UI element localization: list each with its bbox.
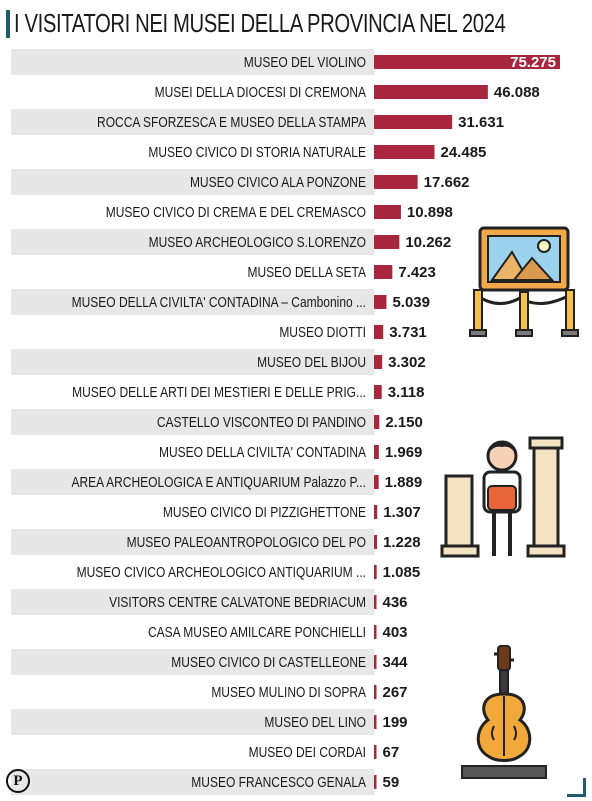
category-label: MUSEO DEL BIJOU	[257, 354, 366, 371]
bar	[374, 295, 387, 309]
bar	[374, 385, 382, 399]
row-stripe	[11, 169, 374, 195]
value-label: 3.302	[388, 354, 426, 371]
bar	[374, 205, 401, 219]
category-label: MUSEO DIOTTI	[279, 324, 366, 341]
value-label: 1.085	[383, 564, 421, 581]
category-label: ROCCA SFORZESCA E MUSEO DELLA STAMPA	[97, 114, 366, 131]
category-label: MUSEO DELLA CIVILTA' CONTADINA	[159, 444, 366, 461]
value-label: 344	[383, 654, 409, 671]
row-stripe	[11, 49, 374, 75]
category-label: MUSEO CIVICO ALA PONZONE	[190, 174, 366, 191]
row-stripe	[11, 529, 374, 555]
category-label: MUSEO DEI CORDAI	[249, 744, 366, 761]
value-label: 1.228	[383, 534, 421, 551]
category-label: MUSEO ARCHEOLOGICO S.LORENZO	[149, 234, 366, 251]
bar	[374, 415, 380, 429]
value-label: 403	[383, 624, 408, 641]
row-stripe	[11, 109, 374, 135]
category-label: MUSEO DELLA CIVILTA' CONTADINA – Camboni…	[72, 294, 366, 311]
value-label: 3.118	[388, 384, 425, 401]
bar	[374, 85, 488, 99]
bar	[374, 115, 453, 129]
corner-mark	[567, 778, 586, 797]
value-label: 75.275	[510, 54, 556, 71]
value-label: 10.262	[405, 234, 451, 251]
value-label: 5.039	[392, 294, 430, 311]
category-label: MUSEO CIVICO DI CASTELLEONE	[171, 654, 366, 671]
bar	[374, 715, 377, 729]
publisher-logo: P	[6, 769, 30, 793]
category-label: AREA ARCHEOLOGICA E ANTIQUARIUM Palazzo …	[71, 474, 366, 491]
category-label: MUSEO PALEOANTROPOLOGICO DEL PO	[127, 534, 366, 551]
category-label: MUSEO DELLE ARTI DEI MESTIERI E DELLE PR…	[72, 384, 366, 401]
framed-painting-icon	[469, 226, 579, 337]
bar	[374, 655, 377, 669]
bar	[374, 235, 400, 249]
value-label: 3.731	[389, 324, 427, 341]
row-stripe	[11, 589, 374, 615]
value-label: 67	[383, 744, 400, 761]
category-label: MUSEO MULINO DI SOPRA	[211, 684, 366, 701]
value-label: 1.307	[383, 504, 421, 521]
value-label: 31.631	[458, 114, 504, 131]
category-label: MUSEO CIVICO ARCHEOLOGICO ANTIQUARIUM ..…	[77, 564, 366, 581]
bar	[374, 265, 393, 279]
row-stripe	[11, 229, 374, 255]
violin-icon	[461, 645, 547, 779]
bar	[374, 355, 383, 369]
bar	[374, 625, 377, 639]
row-stripe	[11, 649, 374, 675]
title-accent-bar	[6, 10, 10, 38]
bar	[374, 595, 377, 609]
bar	[374, 775, 377, 789]
chart-title: I VISITATORI NEI MUSEI DELLA PROVINCIA N…	[14, 8, 506, 38]
category-label: MUSEI DELLA DIOCESI DI CREMONA	[155, 84, 366, 101]
museum-visitor-columns-icon	[440, 436, 566, 558]
value-label: 436	[383, 594, 408, 611]
value-label: 1.889	[385, 474, 423, 491]
row-stripe	[11, 709, 374, 735]
category-label: VISITORS CENTRE CALVATONE BEDRIACUM	[109, 594, 366, 611]
bar	[374, 175, 418, 189]
bar	[374, 445, 379, 459]
bar	[374, 745, 377, 759]
value-label: 1.969	[385, 444, 423, 461]
category-label: MUSEO DEL VIOLINO	[244, 54, 366, 71]
bar	[374, 475, 379, 489]
bar	[374, 505, 378, 519]
category-label: MUSEO CIVICO DI STORIA NATURALE	[148, 144, 366, 161]
bar	[374, 535, 378, 549]
value-label: 46.088	[494, 84, 540, 101]
bar	[374, 145, 435, 159]
category-label: MUSEO FRANCESCO GENALA	[191, 774, 366, 791]
category-label: CASTELLO VISCONTEO DI PANDINO	[157, 414, 366, 431]
value-label: 267	[383, 684, 408, 701]
value-label: 2.150	[385, 414, 423, 431]
value-label: 10.898	[407, 204, 453, 221]
row-stripe	[11, 469, 374, 495]
category-label: MUSEO CIVICO DI PIZZIGHETTONE	[163, 504, 366, 521]
row-stripe	[11, 409, 374, 435]
bar	[374, 55, 560, 69]
value-label: 199	[383, 714, 408, 731]
category-label: CASA MUSEO AMILCARE PONCHIELLI	[148, 624, 366, 641]
bar	[374, 325, 384, 339]
category-label: MUSEO DEL LINO	[264, 714, 366, 731]
bar	[374, 685, 377, 699]
value-label: 24.485	[441, 144, 487, 161]
value-label: 7.423	[398, 264, 436, 281]
value-label: 59	[383, 774, 400, 791]
row-stripe	[11, 289, 374, 315]
category-label: MUSEO DELLA SETA	[248, 264, 366, 281]
value-label: 17.662	[424, 174, 470, 191]
bar	[374, 565, 377, 579]
category-label: MUSEO CIVICO DI CREMA E DEL CREMASCO	[106, 204, 366, 221]
row-stripe	[11, 769, 374, 795]
row-stripe	[11, 349, 374, 375]
